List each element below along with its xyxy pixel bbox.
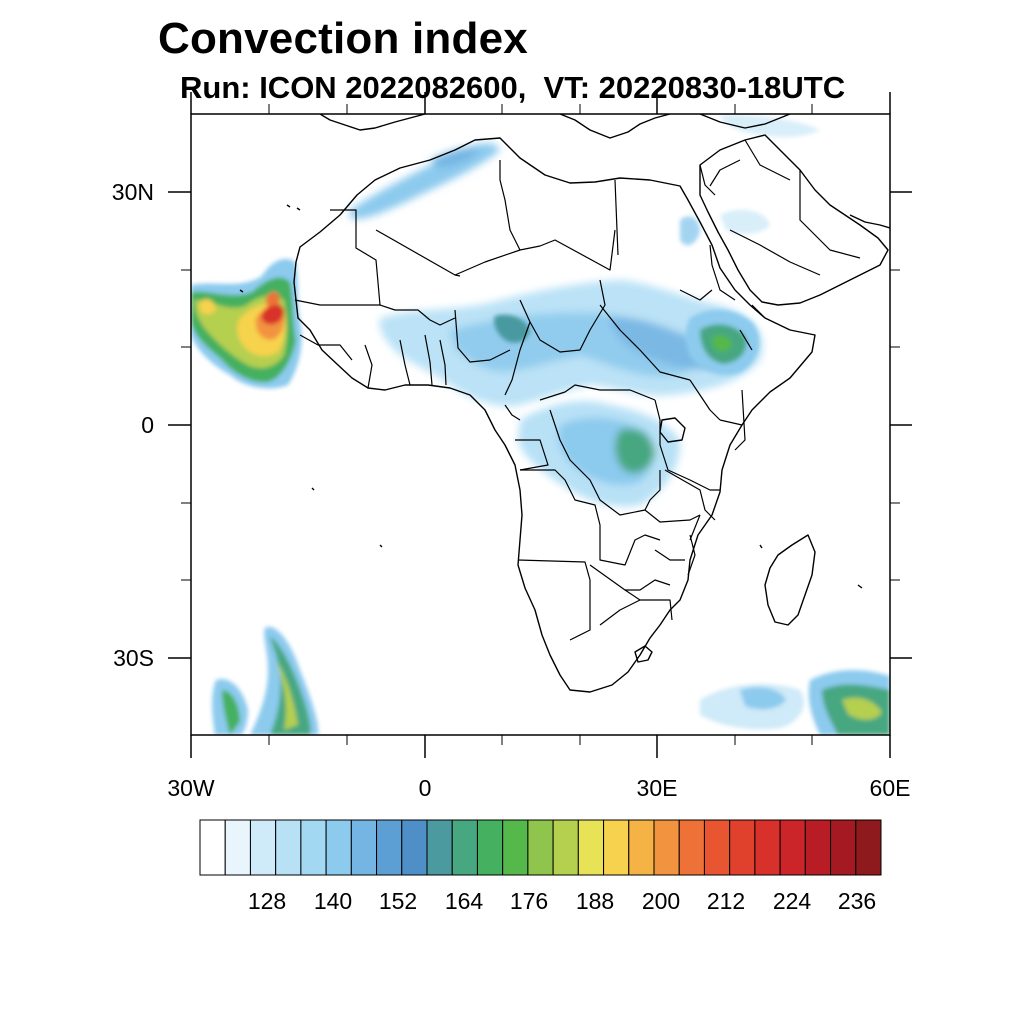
colorbar-label: 224	[772, 888, 812, 914]
convection-south-atlantic	[212, 626, 319, 735]
colorbar-box	[300, 819, 327, 876]
colorbar-box	[855, 819, 882, 876]
colorbar-box	[325, 819, 352, 876]
country-borders	[294, 139, 861, 641]
colorbar-box	[527, 819, 554, 876]
colorbar-box	[224, 819, 251, 876]
convection-arabia	[680, 114, 820, 246]
run-subtitle: Run: ICON 2022082600, VT: 20220830-18UTC	[180, 70, 846, 105]
map-area	[191, 114, 890, 735]
x-label-60e: 60E	[869, 775, 911, 801]
colorbar-box	[199, 819, 226, 876]
axis-major-ticks	[168, 92, 912, 758]
colorbar-label: 236	[837, 888, 877, 914]
colorbar-box	[426, 819, 453, 876]
colorbar-box	[703, 819, 731, 876]
colorbar-label: 140	[313, 888, 353, 914]
colorbar-label: 212	[706, 888, 746, 914]
colorbar-box	[804, 819, 832, 876]
colorbar-box	[249, 819, 277, 876]
colorbar-box	[754, 819, 781, 876]
convection-congo	[518, 400, 681, 507]
colorbar-box	[401, 819, 428, 876]
colorbar-label: 164	[444, 888, 484, 914]
x-label-30e: 30E	[636, 775, 678, 801]
colorbar	[199, 819, 882, 876]
convection-nigeria	[494, 314, 530, 343]
colorbar-box	[830, 819, 857, 876]
colorbar-box	[275, 819, 302, 876]
colorbar-box	[376, 819, 403, 876]
colorbar-box	[628, 819, 655, 876]
colorbar-box	[552, 819, 579, 876]
colorbar-box	[653, 819, 680, 876]
colorbar-box	[502, 819, 529, 876]
colorbar-label: 188	[575, 888, 615, 914]
coastline	[239, 114, 890, 693]
colorbar-box	[577, 819, 605, 876]
colorbar-box	[350, 819, 378, 876]
chart-title: Convection index	[158, 14, 528, 63]
convection-ethiopia	[685, 309, 760, 376]
colorbar-box	[451, 819, 478, 876]
x-label-0: 0	[418, 775, 432, 801]
colorbar-label: 128	[247, 888, 287, 914]
convection-west-africa-atlantic	[191, 258, 302, 389]
y-label-0: 0	[141, 412, 154, 438]
x-label-30w: 30W	[167, 775, 215, 801]
colorbar-box	[729, 819, 756, 876]
colorbar-label: 176	[509, 888, 549, 914]
colorbar-box	[779, 819, 806, 876]
convection-north-africa	[350, 143, 500, 219]
axis-minor-ticks	[181, 104, 900, 745]
convection-field-layer	[191, 114, 890, 735]
convection-sahel	[379, 280, 763, 407]
colorbar-box	[678, 819, 705, 876]
y-label-30s: 30S	[113, 645, 154, 671]
convection-indian-ocean	[700, 670, 890, 735]
colorbar-box	[603, 819, 630, 876]
colorbar-box	[476, 819, 504, 876]
colorbar-label: 200	[641, 888, 681, 914]
colorbar-label: 152	[378, 888, 418, 914]
y-label-30n: 30N	[111, 179, 154, 205]
